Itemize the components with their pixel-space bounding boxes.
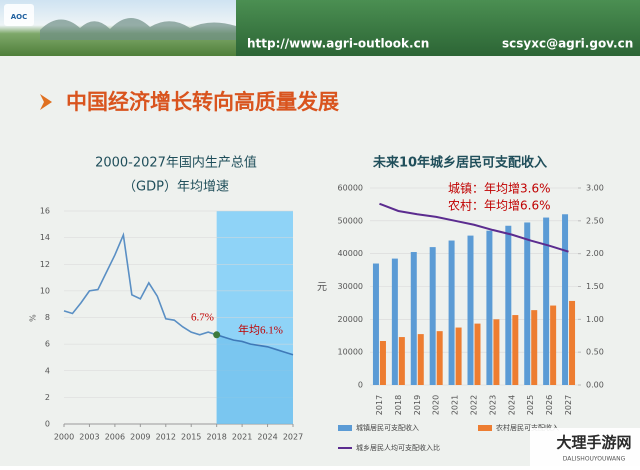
x-tick-label: 2024: [257, 433, 277, 442]
bar: [486, 230, 493, 385]
slide-title: 中国经济增长转向高质量发展: [66, 90, 339, 114]
header-band: [236, 0, 640, 56]
x-tick-label: 2021: [451, 395, 460, 415]
y-tick-label: 10000: [338, 348, 363, 357]
line: [216, 334, 294, 356]
x-tick-label: 2018: [394, 395, 403, 415]
bar: [455, 327, 462, 385]
y-tick-label: 16: [40, 207, 50, 216]
title-arrow: [40, 94, 52, 110]
y-tick-label: 8: [45, 313, 50, 322]
legend-label: 城镇居民可支配收入: [356, 423, 419, 432]
annotation: 城镇：年均增3.6%: [448, 182, 551, 196]
y2-tick-label: 1.00: [586, 315, 604, 324]
watermark-subtitle: DALISHOUYOUWANG: [563, 456, 626, 463]
x-tick-label: 2022: [470, 395, 479, 415]
bar: [436, 331, 443, 385]
y2-tick-label: 2.00: [586, 249, 604, 258]
y-tick-label: 60000: [338, 184, 363, 193]
point: [213, 331, 221, 339]
x-tick-label: 2025: [526, 395, 535, 415]
bar: [569, 300, 576, 385]
bar: [417, 334, 424, 385]
annotation: 农村：年均增6.6%: [448, 199, 551, 213]
logo-box: [4, 4, 34, 26]
legend-label: 农村居民可支配收入: [496, 423, 559, 432]
bar: [448, 240, 455, 385]
y-tick-label: 50000: [338, 216, 363, 225]
watermark-title: 大理手游网: [556, 434, 631, 452]
x-tick-label: 2026: [545, 395, 554, 415]
y-tick-label: 20000: [338, 315, 363, 324]
x-tick-label: 2020: [432, 395, 441, 415]
x-tick-label: 2015: [181, 433, 201, 442]
logo: AOC: [11, 13, 28, 21]
x-tick-label: 2009: [130, 433, 150, 442]
y-tick-label: 0: [358, 381, 363, 390]
x-tick-label: 2012: [156, 433, 176, 442]
annotation: 6.7%: [191, 312, 214, 324]
bar: [562, 214, 569, 385]
bar: [429, 247, 436, 385]
y-tick-label: 6: [45, 340, 50, 349]
y-tick-label: 2: [45, 393, 50, 402]
y2-tick-label: 1.50: [586, 282, 604, 291]
bar: [474, 323, 481, 385]
bar: [505, 225, 512, 385]
x-tick-label: 2024: [507, 395, 516, 415]
bar: [543, 217, 550, 385]
y-tick-label: 30000: [338, 282, 363, 291]
chart-title: （GDP）年均增速: [123, 180, 229, 195]
bar: [493, 319, 500, 385]
line: [379, 202, 569, 253]
bar: [550, 305, 557, 385]
y-tick-label: 12: [40, 260, 50, 269]
x-tick-label: 2027: [564, 395, 573, 415]
bar: [531, 310, 538, 385]
bar: [391, 258, 398, 385]
legend-swatch: [338, 425, 352, 431]
y-tick-label: 40000: [338, 249, 363, 258]
bar: [512, 315, 519, 385]
bar: [372, 263, 379, 385]
y-tick-label: 10: [40, 286, 50, 295]
y2-tick-label: 2.50: [586, 216, 604, 225]
annotation: 年均6.1%: [238, 323, 283, 337]
y-axis-label: %: [29, 314, 38, 322]
area: [216, 334, 293, 424]
legend-swatch: [478, 425, 492, 431]
chart-title: 2000-2027年国内生产总值: [95, 155, 257, 171]
header-email: scsyxc@agri.gov.cn: [502, 37, 633, 51]
x-tick-label: 2021: [232, 433, 252, 442]
x-tick-label: 2018: [206, 433, 226, 442]
legend-label: 城乡居民人均可支配收入比: [356, 443, 440, 452]
watermark-box: [530, 428, 640, 466]
x-tick-label: 2017: [375, 395, 384, 415]
y-tick-label: 14: [40, 233, 50, 242]
x-tick-label: 2000: [54, 433, 74, 442]
y2-tick-label: 0.00: [586, 381, 604, 390]
y-tick-label: 0: [45, 420, 50, 429]
x-tick-label: 2027: [283, 433, 303, 442]
x-tick-label: 2019: [413, 395, 422, 415]
x-tick-label: 2023: [488, 395, 497, 415]
bar: [410, 252, 417, 385]
bar: [379, 341, 386, 385]
bar: [524, 222, 531, 385]
y2-tick-label: 0.50: [586, 348, 604, 357]
bar: [398, 337, 405, 385]
y-tick-label: 4: [45, 366, 50, 375]
chart-title: 未来10年城乡居民可支配收入: [372, 155, 547, 171]
y-axis-label: 元: [317, 282, 327, 293]
bar: [467, 235, 474, 385]
x-tick-label: 2003: [79, 433, 99, 442]
y2-tick-label: 3.00: [586, 184, 604, 193]
header-url: http://www.agri-outlook.cn: [247, 37, 429, 51]
hills: [40, 17, 236, 40]
line: [63, 232, 217, 336]
x-tick-label: 2006: [105, 433, 125, 442]
